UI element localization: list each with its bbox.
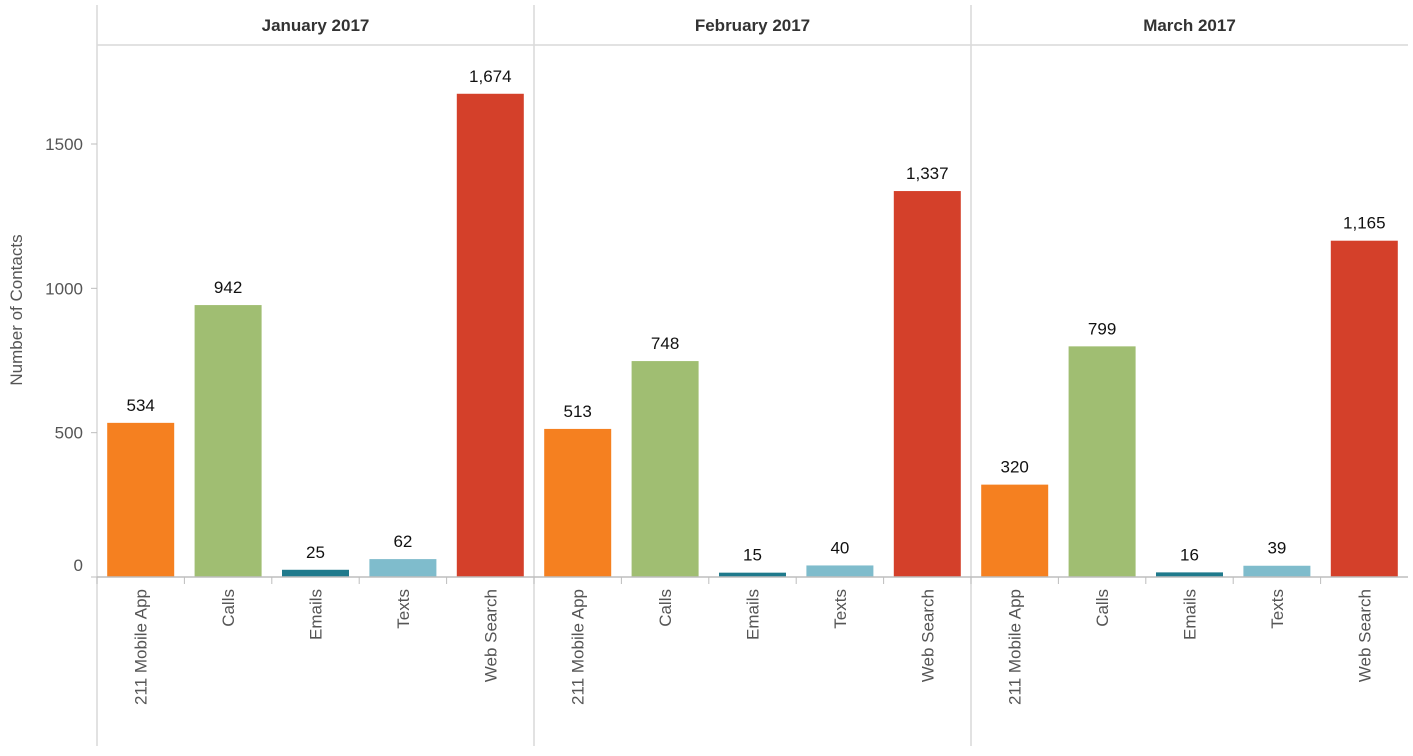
data-label: 40: [830, 538, 849, 557]
bar-web-search: [893, 191, 961, 577]
panel-titles: January 2017 February 2017 March 2017: [262, 16, 1236, 35]
data-label: 62: [393, 532, 412, 551]
data-labels: 534 942 25 62 1,674 513 748 15 40 1,337 320 799 16 39…: [127, 67, 1386, 565]
data-label: 39: [1267, 539, 1286, 558]
panel-title: January 2017: [262, 16, 370, 35]
category-label: Calls: [1093, 589, 1112, 627]
bar-211-mobile-app: [107, 422, 175, 577]
bar-web-search: [1330, 240, 1398, 577]
category-labels: 211 Mobile App Calls Emails Texts Web Search…: [96, 577, 1374, 705]
y-axis-title: Number of Contacts: [7, 234, 26, 385]
data-label: 1,674: [469, 67, 512, 86]
data-label: 320: [1001, 458, 1029, 477]
category-label: Web Search: [481, 589, 500, 682]
panel-title: March 2017: [1143, 16, 1236, 35]
category-label: Emails: [1181, 589, 1200, 640]
y-tick-label: 500: [55, 424, 83, 443]
category-label: Calls: [656, 589, 675, 627]
panel-title: February 2017: [695, 16, 810, 35]
category-label: Emails: [307, 589, 326, 640]
category-label: 211 Mobile App: [569, 589, 588, 705]
bar-emails: [719, 572, 786, 577]
bar-emails: [1156, 572, 1223, 577]
data-label: 942: [214, 278, 242, 297]
data-label: 1,165: [1343, 214, 1386, 233]
bar-emails: [282, 569, 349, 577]
data-label: 513: [564, 402, 592, 421]
category-label: 211 Mobile App: [132, 589, 151, 705]
y-axis: 0 500 1000 1500: [45, 135, 97, 578]
bar-calls: [631, 361, 699, 577]
bar-calls: [1068, 346, 1136, 577]
bar-texts: [806, 565, 874, 577]
bar-texts: [1243, 565, 1311, 577]
bar-texts: [369, 559, 437, 577]
category-label: Calls: [219, 589, 238, 627]
bar-211-mobile-app: [544, 428, 612, 577]
data-label: 799: [1088, 319, 1116, 338]
data-label: 16: [1180, 545, 1199, 564]
data-label: 748: [651, 334, 679, 353]
y-tick-label: 1000: [45, 279, 83, 298]
data-label: 25: [306, 543, 325, 562]
data-label: 534: [127, 396, 155, 415]
category-label: 211 Mobile App: [1006, 589, 1025, 705]
category-label: Texts: [831, 589, 850, 629]
bar-211-mobile-app: [981, 484, 1049, 577]
category-label: Web Search: [1355, 589, 1374, 682]
y-tick-label: 1500: [45, 135, 83, 154]
bar-calls: [194, 305, 262, 577]
data-label: 1,337: [906, 164, 949, 183]
category-label: Texts: [1268, 589, 1287, 629]
y-tick-label: 0: [74, 556, 83, 575]
data-label: 15: [743, 546, 762, 565]
panel-frames: [96, 5, 1408, 746]
bars: [107, 93, 1398, 577]
category-label: Emails: [744, 589, 763, 640]
category-label: Texts: [394, 589, 413, 629]
category-label: Web Search: [918, 589, 937, 682]
bar-web-search: [456, 93, 524, 577]
